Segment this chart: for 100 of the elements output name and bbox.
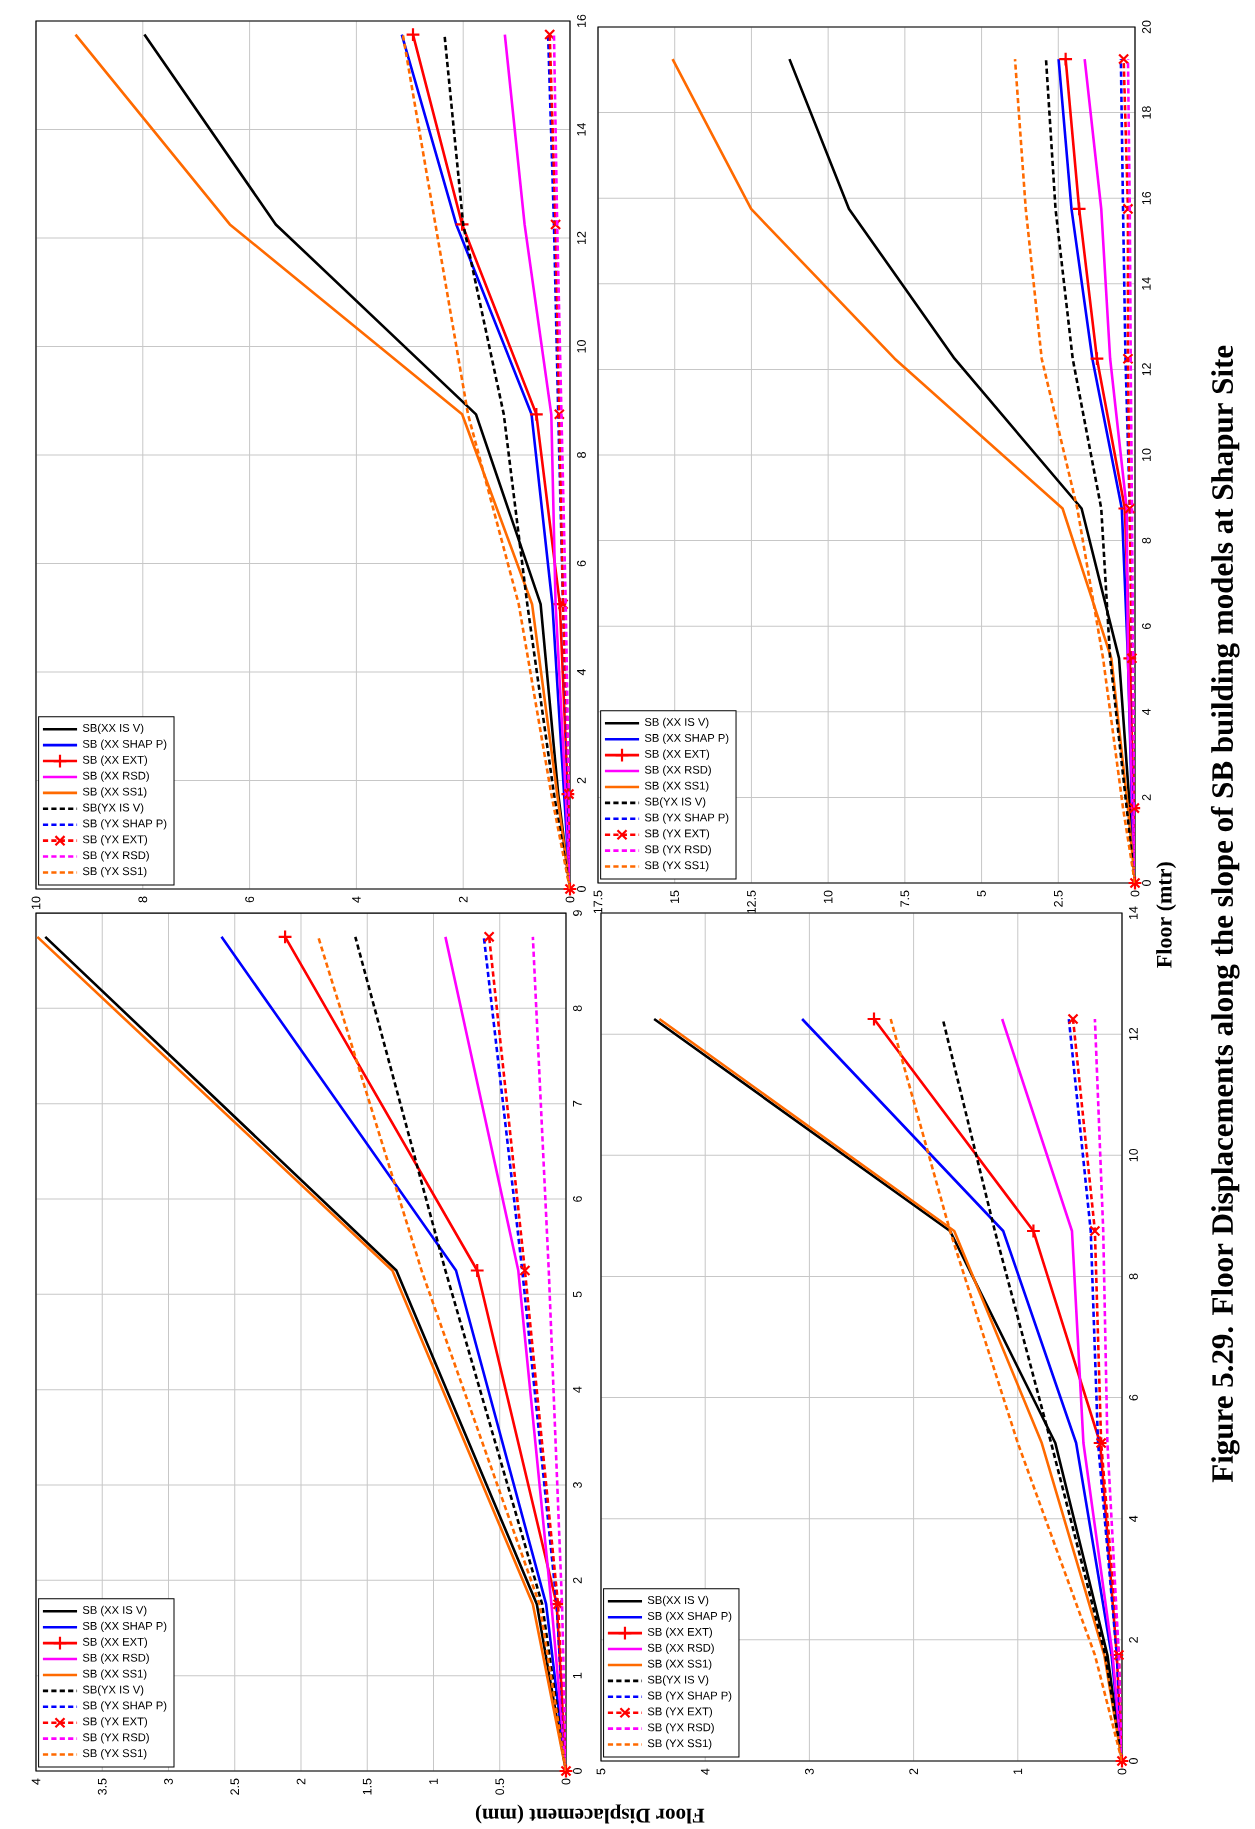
x-tick-label: 3: [164, 1778, 173, 1785]
y-tick-label: 1: [573, 1672, 582, 1679]
y-tick-label: 0: [577, 886, 586, 892]
y-tick-label: 8: [1142, 537, 1151, 544]
y-axis-title: Floor (mtr): [1156, 862, 1177, 968]
legend-label: SB (YX SHAP P): [644, 813, 729, 824]
y-tick-label: 6: [577, 560, 586, 567]
y-tick-label: 8: [1129, 1273, 1138, 1280]
x-tick-label: 7.5: [900, 890, 910, 907]
legend-label: SB(YX IS V): [647, 1675, 709, 1686]
legend-label: SB (XX RSD): [647, 1643, 714, 1654]
x-tick-label: 2.5: [1053, 890, 1063, 907]
legend-label: SB (XX EXT): [647, 1627, 712, 1639]
legend-label: SB (YX RSD): [82, 1733, 149, 1744]
x-tick-label: 0.5: [495, 1778, 505, 1795]
y-tick-label: 3: [573, 1482, 582, 1488]
x-tick-label: 4: [700, 1768, 710, 1775]
y-tick-label: 10: [1142, 448, 1151, 461]
y-tick-label: 9: [573, 910, 582, 916]
x-tick-label: 5: [596, 1768, 606, 1775]
legend-label: SB (XX SHAP P): [82, 739, 167, 751]
x-tick-label: 4: [31, 1778, 41, 1785]
legend-label: SB (XX SS1): [644, 781, 709, 792]
legend-label: SB (XX SS1): [647, 1659, 712, 1670]
legend-label: SB(YX IS V): [82, 1685, 144, 1696]
legend-label: SB (YX EXT): [82, 835, 148, 846]
legend-label: SB (YX RSD): [647, 1723, 714, 1734]
legend-label: SB (YX EXT): [647, 1707, 712, 1718]
x-tick-label: 2.5: [230, 1778, 240, 1795]
y-tick-label: 2: [577, 777, 586, 784]
y-tick-label: 14: [577, 122, 586, 136]
legend-label: SB (XX IS V): [82, 1605, 147, 1617]
legend-label: SB(YX IS V): [82, 803, 144, 814]
legend-label: SB (XX SHAP P): [82, 1621, 167, 1633]
x-tick-label: 2: [909, 1768, 918, 1775]
y-tick-label: 0: [1142, 880, 1151, 886]
y-tick-label: 12: [1142, 363, 1151, 376]
legend-label: SB (XX RSD): [644, 765, 711, 776]
y-tick-label: 10: [1129, 1148, 1138, 1162]
legend-label: SB (YX EXT): [82, 1717, 148, 1728]
legend-label: SB (YX EXT): [644, 829, 710, 840]
x-tick-label: 3.5: [97, 1778, 107, 1795]
legend-label: SB (XX EXT): [644, 749, 710, 761]
y-tick-label: 4: [573, 1386, 582, 1393]
y-tick-label: 20: [1142, 20, 1151, 34]
x-tick-label: 17.5: [593, 890, 603, 914]
legend-label: SB (YX SHAP P): [647, 1691, 732, 1702]
x-tick-label: 15: [670, 890, 680, 903]
x-tick-label: 12.5: [747, 890, 756, 914]
legend-label: SB (XX SS1): [82, 1669, 147, 1680]
legend-label: SB (XX RSD): [82, 771, 149, 782]
caption: Figure 5.29. Floor Displacements along the slope of SB building models at Shapur Site: [1210, 345, 1240, 1483]
y-tick-label: 8: [577, 452, 586, 458]
y-tick-label: 6: [1142, 623, 1151, 630]
x-tick-label: 0: [561, 1778, 571, 1785]
legend-label: SB (YX SHAP P): [82, 819, 167, 830]
y-tick-label: 16: [1142, 191, 1151, 205]
legend-label: SB(XX IS V): [82, 723, 144, 735]
x-axis-title: Floor Displacement (mm): [475, 1804, 705, 1824]
y-tick-label: 16: [577, 14, 586, 27]
y-tick-label: 5: [573, 1291, 582, 1298]
y-tick-label: 4: [1129, 1515, 1138, 1522]
legend-label: SB (XX SS1): [82, 787, 147, 798]
x-tick-label: 10: [31, 896, 41, 909]
y-tick-label: 12: [577, 231, 586, 244]
x-tick-label: 4: [352, 896, 361, 903]
x-tick-label: 5: [977, 890, 986, 897]
legend-label: SB (XX RSD): [82, 1653, 149, 1664]
x-tick-label: 3: [805, 1768, 814, 1775]
y-tick-label: 7: [573, 1100, 582, 1107]
x-tick-label: 6: [245, 896, 254, 903]
y-tick-label: 2: [1129, 1637, 1138, 1643]
x-tick-label: 1.5: [362, 1778, 372, 1795]
legend-label: SB (XX SHAP P): [644, 733, 729, 745]
legend-label: SB (YX SS1): [647, 1739, 712, 1750]
legend-label: SB (XX IS V): [644, 717, 709, 729]
legend-label: SB(YX IS V): [644, 797, 706, 808]
x-tick-label: 2: [458, 896, 468, 903]
y-tick-label: 12: [1129, 1027, 1138, 1041]
legend-label: SB (YX RSD): [644, 845, 711, 856]
x-tick-label: 0: [1117, 1768, 1127, 1775]
legend-label: SB (YX RSD): [82, 851, 149, 862]
x-tick-label: 2: [296, 1778, 306, 1785]
y-tick-label: 0: [1129, 1758, 1138, 1764]
y-tick-label: 6: [573, 1196, 582, 1202]
legend-label: SB (XX EXT): [82, 755, 148, 766]
legend-label: SB (YX SHAP P): [82, 1701, 167, 1712]
x-tick-label: 0: [565, 896, 575, 903]
legend-label: SB (YX SS1): [82, 866, 147, 878]
y-tick-label: 6: [1129, 1394, 1138, 1401]
x-tick-label: 8: [138, 896, 148, 903]
y-tick-label: 14: [1142, 277, 1151, 290]
x-tick-label: 1: [429, 1778, 438, 1785]
y-tick-label: 14: [1129, 906, 1138, 919]
legend-label: SB(XX IS V): [647, 1595, 709, 1607]
legend-label: SB (XX EXT): [82, 1637, 148, 1648]
x-tick-label: 1: [1013, 1768, 1023, 1775]
legend-label: SB (YX SS1): [644, 860, 709, 872]
y-tick-label: 18: [1142, 106, 1151, 119]
y-tick-label: 4: [1142, 708, 1151, 715]
